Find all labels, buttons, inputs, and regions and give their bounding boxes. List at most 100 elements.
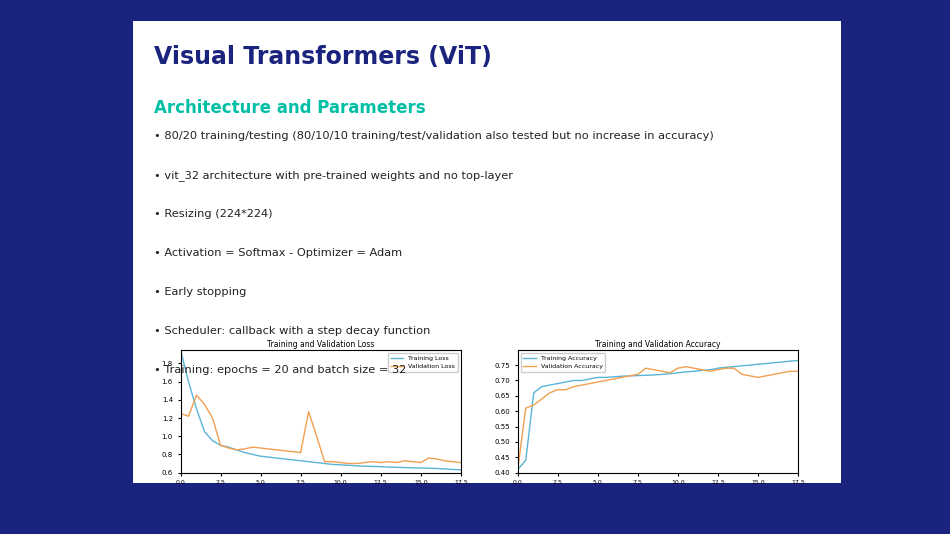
Training Loss (375, 464, 387, 470)
Training Accuracy (696, 367, 708, 374)
Validation Loss (407, 459, 418, 465)
Training Accuracy (512, 466, 523, 473)
Training Loss (255, 453, 266, 459)
Validation Loss (431, 456, 443, 462)
Line: Training Loss: Training Loss (180, 350, 461, 470)
Training Accuracy (592, 374, 603, 381)
Validation Accuracy (769, 371, 780, 378)
Training Loss (287, 457, 298, 463)
Validation Loss (383, 459, 394, 465)
Training Loss (407, 465, 418, 471)
Training Loss (215, 442, 226, 449)
Validation Loss (447, 459, 459, 465)
Validation Accuracy (680, 364, 692, 370)
Validation Accuracy (744, 373, 755, 379)
Training Loss (191, 406, 202, 412)
Training Accuracy (648, 372, 659, 378)
Validation Accuracy (712, 366, 724, 373)
Validation Loss (303, 409, 314, 415)
Line: Validation Accuracy: Validation Accuracy (518, 367, 798, 469)
Validation Accuracy (696, 366, 708, 373)
Training Loss (238, 450, 250, 456)
Training Loss (367, 463, 378, 469)
Training Accuracy (536, 383, 547, 390)
Validation Loss (182, 413, 194, 419)
Training Loss (271, 455, 282, 461)
Validation Loss (335, 459, 347, 466)
Training Accuracy (688, 368, 699, 374)
Training Loss (207, 437, 218, 444)
Validation Loss (215, 442, 226, 449)
Validation Loss (191, 392, 202, 398)
Text: • 80/20 training/testing (80/10/10 training/test/validation also tested but no i: • 80/20 training/testing (80/10/10 train… (154, 131, 713, 141)
Training Accuracy (552, 380, 563, 387)
Validation Loss (455, 459, 466, 466)
Training Accuracy (785, 358, 796, 364)
Training Accuracy (712, 365, 724, 372)
Validation Loss (238, 446, 250, 452)
Validation Loss (223, 445, 235, 451)
Line: Validation Loss: Validation Loss (180, 395, 461, 464)
Title: Training and Validation Loss: Training and Validation Loss (267, 340, 374, 349)
Validation Loss (367, 459, 378, 465)
Training Loss (319, 460, 331, 467)
Validation Accuracy (576, 382, 587, 388)
Training Loss (343, 462, 354, 468)
Validation Loss (375, 459, 387, 466)
Validation Accuracy (512, 466, 523, 473)
Training Accuracy (792, 357, 804, 364)
Training Loss (383, 464, 394, 470)
Validation Loss (391, 459, 403, 466)
Training Loss (175, 347, 186, 353)
Validation Loss (359, 459, 371, 466)
Validation Loss (311, 433, 322, 439)
Training Loss (431, 465, 443, 472)
Validation Accuracy (792, 368, 804, 374)
Text: • Scheduler: callback with a step decay function: • Scheduler: callback with a step decay … (154, 326, 430, 336)
Validation Loss (294, 450, 306, 456)
Text: • Activation = Softmax - Optimizer = Adam: • Activation = Softmax - Optimizer = Ada… (154, 248, 402, 258)
Text: • Early stopping: • Early stopping (154, 287, 246, 297)
Training Loss (391, 464, 403, 470)
Training Accuracy (744, 362, 755, 368)
Validation Loss (319, 459, 331, 465)
Training Loss (199, 428, 210, 435)
Validation Accuracy (720, 365, 732, 372)
Validation Accuracy (648, 366, 659, 373)
Validation Accuracy (584, 380, 596, 387)
Training Accuracy (704, 366, 715, 373)
Validation Accuracy (568, 383, 580, 390)
Training Accuracy (608, 374, 619, 380)
Training Loss (311, 459, 322, 466)
Validation Loss (199, 401, 210, 407)
Training Accuracy (617, 373, 628, 379)
Training Accuracy (769, 359, 780, 366)
Training Accuracy (680, 368, 692, 375)
Validation Accuracy (552, 387, 563, 393)
Validation Loss (263, 446, 275, 452)
Validation Loss (207, 415, 218, 421)
Training Loss (423, 465, 434, 472)
Validation Accuracy (560, 387, 572, 393)
Training Loss (359, 463, 371, 469)
Validation Accuracy (520, 405, 531, 411)
Validation Loss (439, 458, 450, 464)
Line: Training Accuracy: Training Accuracy (518, 360, 798, 469)
Validation Loss (415, 459, 427, 466)
Validation Accuracy (688, 365, 699, 372)
Validation Loss (279, 447, 291, 454)
Validation Accuracy (536, 396, 547, 402)
Training Accuracy (673, 370, 684, 376)
Validation Loss (399, 458, 410, 464)
Training Accuracy (560, 379, 572, 385)
Training Accuracy (544, 382, 556, 388)
Training Accuracy (776, 359, 788, 365)
Validation Accuracy (617, 374, 628, 381)
Training Loss (399, 465, 410, 471)
Training Accuracy (664, 371, 675, 377)
Validation Loss (255, 445, 266, 451)
Training Accuracy (752, 361, 764, 367)
Training Accuracy (584, 376, 596, 382)
Training Accuracy (576, 377, 587, 383)
Training Loss (247, 451, 258, 458)
